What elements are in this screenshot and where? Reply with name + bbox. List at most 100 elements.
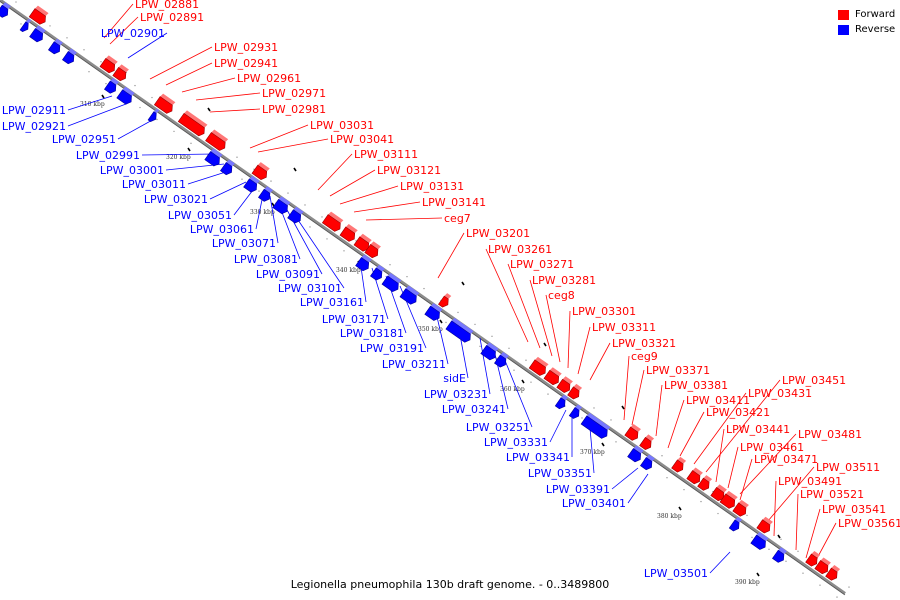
tick-dot bbox=[457, 311, 459, 314]
reverse-gene-arrow bbox=[424, 305, 440, 321]
reverse-gene-label: LPW_03161 bbox=[300, 296, 364, 309]
forward-leader-line bbox=[103, 3, 134, 39]
forward-leader-line bbox=[795, 493, 799, 551]
forward-leader-line bbox=[727, 446, 739, 489]
reverse-gene-top bbox=[451, 317, 474, 335]
scale-tick-mark bbox=[101, 94, 105, 99]
forward-gene-label: LPW_03031 bbox=[310, 119, 374, 132]
scale-tick-label: 380 kbp bbox=[657, 513, 682, 520]
tick-dot bbox=[406, 275, 408, 278]
tick-dot bbox=[768, 548, 770, 551]
forward-leader-line bbox=[195, 92, 261, 101]
reverse-gene-label: LPW_03351 bbox=[528, 467, 592, 480]
reverse-gene-label: LPW_02911 bbox=[2, 104, 66, 117]
forward-leader-line bbox=[339, 185, 399, 205]
tick-dot bbox=[615, 441, 617, 443]
forward-gene-label: LPW_03261 bbox=[488, 243, 552, 256]
reverse-gene-arrow bbox=[272, 198, 288, 215]
forward-leader-line bbox=[715, 428, 725, 483]
reverse-gene-top bbox=[500, 351, 509, 360]
forward-gene-top bbox=[645, 434, 655, 442]
reverse-gene-arrow bbox=[627, 448, 642, 463]
forward-gene-top bbox=[716, 484, 727, 493]
forward-leader-line bbox=[577, 326, 591, 375]
reverse-gene-top bbox=[264, 186, 273, 194]
tick-dot bbox=[241, 178, 243, 180]
tick-dot bbox=[49, 25, 51, 27]
reverse-gene-label: LPW_02951 bbox=[52, 133, 116, 146]
reverse-leader-line bbox=[117, 117, 157, 140]
forward-gene-arrow bbox=[339, 226, 356, 242]
reverse-gene-arrow bbox=[494, 354, 507, 368]
forward-gene-arrow bbox=[153, 96, 173, 114]
forward-gene-arrow bbox=[28, 8, 46, 25]
forward-gene-top bbox=[118, 64, 129, 73]
forward-leader-line bbox=[567, 310, 571, 369]
forward-gene-top bbox=[677, 456, 687, 464]
reverse-leader-line bbox=[269, 195, 279, 244]
reverse-gene-arrow bbox=[554, 397, 566, 410]
reverse-gene-label: LPW_03211 bbox=[382, 358, 446, 371]
gene-arrows bbox=[0, 2, 841, 581]
forward-gene-arrow bbox=[639, 436, 652, 450]
tick-dot bbox=[236, 156, 238, 158]
tick-dot bbox=[389, 264, 391, 266]
forward-gene-label: LPW_02931 bbox=[214, 41, 278, 54]
reverse-gene-arrow bbox=[381, 275, 399, 292]
tick-dot bbox=[785, 560, 787, 562]
forward-gene-arrow bbox=[543, 369, 560, 386]
tick-dot bbox=[547, 393, 549, 395]
reverse-gene-label: LPW_03071 bbox=[212, 237, 276, 250]
reverse-gene-top bbox=[735, 516, 743, 523]
tick-dot bbox=[530, 381, 532, 383]
forward-gene-top bbox=[762, 516, 773, 525]
reverse-leader-line bbox=[479, 337, 491, 395]
reverse-gene-top bbox=[646, 454, 655, 462]
forward-leader-line bbox=[679, 411, 705, 457]
forward-gene-arrow bbox=[825, 567, 838, 581]
tick-dot bbox=[802, 572, 804, 574]
scale-tick-label: 320 kbp bbox=[166, 154, 191, 161]
forward-leader-line bbox=[739, 433, 797, 495]
tick-dot bbox=[139, 106, 141, 109]
forward-gene-top bbox=[811, 551, 821, 559]
reverse-gene-arrow bbox=[370, 267, 383, 281]
forward-leader-line bbox=[365, 217, 443, 221]
forward-gene-label: LPW_03541 bbox=[822, 503, 886, 516]
reverse-gene-label: LPW_03001 bbox=[100, 164, 164, 177]
forward-leader-line bbox=[507, 263, 541, 349]
tick-dot bbox=[746, 514, 748, 517]
reverse-gene-label: LPW_03401 bbox=[562, 497, 626, 510]
tick-dot bbox=[581, 417, 583, 419]
forward-gene-label: ceg9 bbox=[631, 350, 658, 363]
reverse-gene-top bbox=[226, 159, 235, 167]
forward-gene-arrow bbox=[567, 386, 580, 400]
legend-forward-label: Forward bbox=[855, 9, 896, 20]
forward-leader-line bbox=[705, 379, 781, 473]
scale-tick-mark bbox=[461, 281, 465, 286]
forward-gene-label: LPW_03381 bbox=[664, 379, 728, 392]
reverse-gene-arrow bbox=[62, 51, 75, 65]
forward-gene-label: LPW_03321 bbox=[612, 337, 676, 350]
forward-gene-arrow bbox=[364, 243, 379, 259]
forward-gene-arrow bbox=[353, 236, 370, 252]
reverse-gene-top bbox=[278, 196, 291, 206]
forward-gene-label: LPW_03451 bbox=[782, 374, 846, 387]
forward-gene-arrow bbox=[251, 164, 268, 180]
reverse-gene-label: LPW_03501 bbox=[644, 567, 708, 580]
tick-dot bbox=[610, 419, 612, 421]
forward-gene-label: LPW_03281 bbox=[532, 274, 596, 287]
scale-tick-mark bbox=[293, 167, 297, 172]
forward-gene-label: LPW_03441 bbox=[726, 423, 790, 436]
reverse-gene-arrow bbox=[728, 519, 740, 532]
reverse-gene-arrow bbox=[399, 288, 417, 305]
tick-dot bbox=[848, 586, 850, 588]
tick-dot bbox=[423, 287, 425, 290]
reverse-gene-arrow bbox=[220, 162, 233, 176]
tick-dot bbox=[100, 61, 102, 63]
forward-leader-line bbox=[257, 138, 329, 153]
reverse-gene-top bbox=[361, 254, 372, 263]
forward-leader-line bbox=[623, 355, 630, 421]
